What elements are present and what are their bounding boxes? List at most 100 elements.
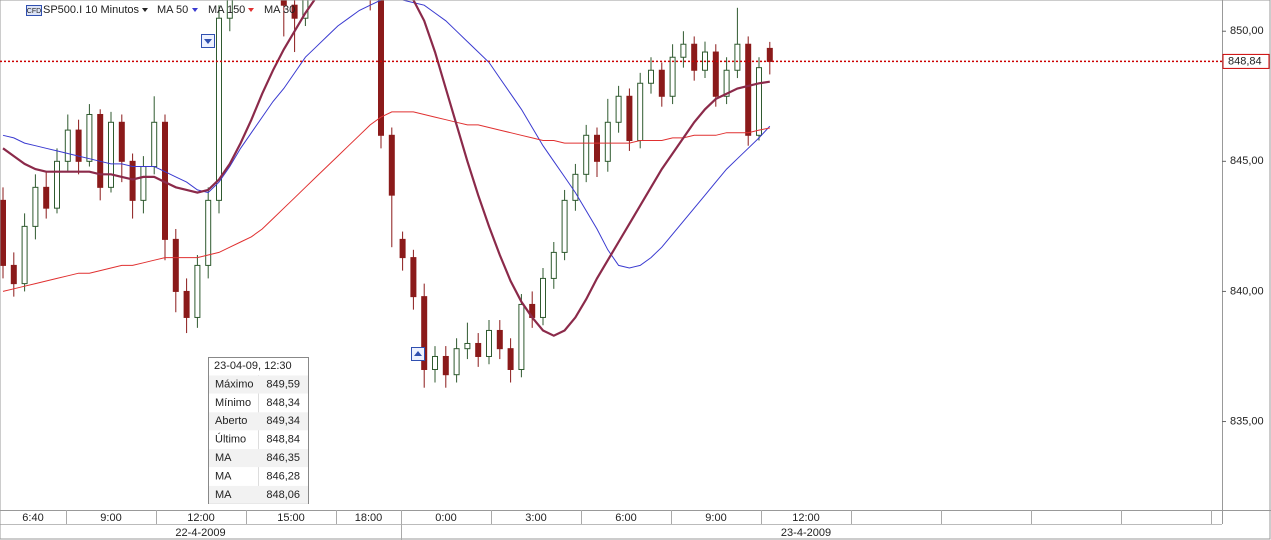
- legend-entry[interactable]: MA 150: [208, 4, 245, 16]
- info-row-bg: [209, 449, 308, 468]
- info-row-bg: [209, 412, 308, 431]
- candle-body: [151, 121, 158, 168]
- x-tick-label: 3:00: [525, 512, 546, 524]
- candle-body: [756, 67, 762, 136]
- dropdown-arrow[interactable]: [248, 8, 254, 12]
- candle-body: [723, 69, 730, 97]
- candle-body: [32, 186, 39, 227]
- info-row-value: 846,35: [266, 452, 300, 464]
- candle-body: [615, 95, 622, 123]
- legend-entry[interactable]: MA 50: [157, 4, 188, 16]
- candle-body: [216, 17, 222, 201]
- candle-body: [280, 0, 287, 6]
- candle-body: [550, 251, 557, 279]
- y-tick-label: 840,00: [1230, 285, 1264, 297]
- last-price-box: [1222, 53, 1270, 69]
- candle-body: [21, 225, 28, 285]
- candle-body: [86, 113, 93, 162]
- candle-body: [648, 69, 654, 84]
- info-box: 23-04-09, 12:30 Máximo 849,59 Mínimo 848,34…: [208, 357, 309, 504]
- candle-body: [291, 4, 298, 19]
- candle-body: [680, 43, 687, 58]
- info-row-value: 846,28: [266, 470, 300, 482]
- x-tick-label: 12:00: [792, 512, 820, 524]
- x-tick-label: 12:00: [187, 512, 215, 524]
- candle-body: [594, 134, 600, 162]
- x-tick-label: 6:40: [22, 512, 43, 524]
- x-tick-label: 18:00: [355, 512, 383, 524]
- candle-body: [669, 56, 676, 97]
- candle-body: [583, 134, 590, 175]
- candle-body: [561, 199, 568, 253]
- candle-body: [10, 264, 17, 285]
- x-tick-label: 15:00: [277, 512, 305, 524]
- candle-body: [129, 160, 136, 201]
- info-row-value: 849,59: [266, 378, 300, 390]
- y-tick-label: 850,00: [1230, 25, 1264, 37]
- candle-body: [226, 0, 233, 19]
- signal-marker: [201, 34, 215, 48]
- legend-entry[interactable]: MA 30: [264, 4, 295, 16]
- info-row-label: MA: [215, 489, 232, 501]
- candle-body: [658, 69, 665, 97]
- info-row-label: MA: [215, 470, 232, 482]
- badge-box: [26, 5, 42, 16]
- candle-body: [205, 199, 212, 266]
- moving-average-line: [2, 0, 771, 269]
- candle-body: [172, 238, 179, 292]
- x-tick-label: 9:00: [100, 512, 121, 524]
- candle-body: [475, 342, 482, 357]
- info-row-label: Máximo: [215, 378, 254, 390]
- candle-body: [43, 186, 50, 209]
- candle-body: [496, 329, 503, 350]
- candle-body: [734, 43, 741, 71]
- candle-body: [97, 113, 104, 188]
- dropdown-arrow[interactable]: [192, 8, 198, 12]
- candle-body: [432, 355, 438, 370]
- info-row-label: Mínimo: [215, 397, 251, 409]
- candle-body: [75, 129, 82, 162]
- candle-body: [572, 173, 579, 201]
- candle-body: [540, 277, 546, 318]
- info-row-label: Aberto: [215, 415, 247, 427]
- candle-body: [626, 95, 633, 142]
- chart-title: SP500.I 10 Minutos: [43, 4, 140, 16]
- y-tick-label: 845,00: [1230, 155, 1264, 167]
- info-box-title: 23-04-09, 12:30: [214, 360, 292, 372]
- candle-body: [388, 134, 395, 196]
- date-label: 22-4-2009: [175, 527, 225, 539]
- dropdown-arrow[interactable]: [142, 8, 148, 12]
- moving-average-line: [2, 111, 770, 292]
- info-row-label: MA: [215, 452, 232, 464]
- info-row-value: 848,06: [266, 489, 300, 501]
- candle-body: [0, 199, 6, 266]
- signal-marker: [411, 347, 425, 361]
- candle-body: [453, 348, 460, 376]
- info-row-value: 849,34: [266, 415, 300, 427]
- candle-body: [118, 121, 125, 162]
- candle-body: [421, 296, 428, 370]
- candle-body: [604, 121, 611, 162]
- x-tick-label: 0:00: [435, 512, 456, 524]
- date-label: 23-4-2009: [781, 527, 831, 539]
- candle-body: [64, 129, 71, 162]
- candle-body: [691, 43, 698, 71]
- candle-body: [194, 264, 201, 318]
- y-tick-label: 835,00: [1230, 415, 1264, 427]
- plot-area: [0, 0, 773, 388]
- candle-body: [745, 43, 752, 136]
- x-tick-label: 6:00: [615, 512, 636, 524]
- info-row-value: 848,84: [266, 434, 300, 446]
- header: CFD SP500.I 10 Minutos MA 50 MA 150 MA 3…: [26, 4, 295, 16]
- candle-body: [54, 160, 60, 209]
- candle-body: [766, 47, 773, 62]
- candle-body: [464, 342, 471, 350]
- candle-body: [486, 329, 492, 357]
- info-row-label: Último: [215, 433, 246, 446]
- candle-body: [108, 121, 114, 188]
- candle-body: [518, 303, 525, 370]
- candle-body: [410, 257, 417, 298]
